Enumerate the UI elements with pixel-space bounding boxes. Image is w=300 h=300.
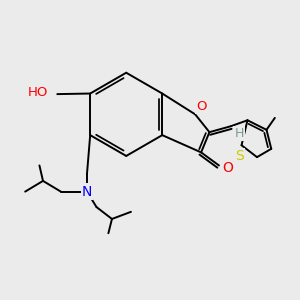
Text: O: O [196,100,206,112]
Text: S: S [235,149,244,163]
Text: N: N [82,184,92,199]
Text: HO: HO [27,86,48,99]
Text: H: H [235,127,244,140]
Text: O: O [222,161,233,175]
